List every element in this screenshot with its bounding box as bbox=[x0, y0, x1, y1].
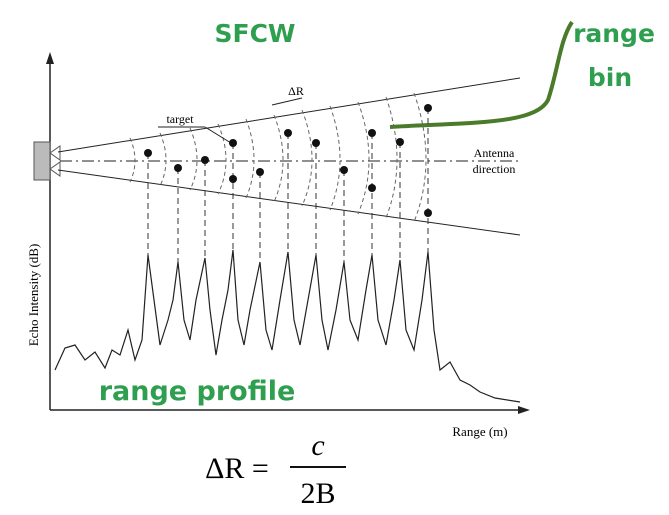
range-bin-label: range bbox=[573, 19, 655, 48]
beam-edge bbox=[57, 169, 521, 236]
x-axis-label: Range (m) bbox=[452, 424, 507, 439]
x-arrow bbox=[518, 406, 530, 414]
antenna-label: Antenna bbox=[474, 146, 515, 160]
title: SFCW bbox=[214, 19, 295, 48]
formula-left: ΔR = bbox=[205, 452, 269, 485]
formula-numerator: c bbox=[311, 429, 324, 462]
range-arcs bbox=[129, 92, 427, 223]
y-axis-label: Echo Intensity (dB) bbox=[26, 244, 41, 347]
delta-r-marker bbox=[271, 97, 303, 106]
target-label: target bbox=[166, 112, 194, 126]
antenna-horn bbox=[49, 145, 61, 161]
delta-r-label: ΔR bbox=[288, 84, 304, 98]
range-bin-pointer bbox=[389, 20, 574, 129]
targets bbox=[144, 104, 432, 262]
range-profile-label: range profile bbox=[99, 376, 296, 407]
antenna bbox=[33, 141, 51, 181]
beam-edge bbox=[57, 77, 521, 153]
antenna-horn bbox=[49, 161, 61, 177]
formula-denominator: 2B bbox=[300, 477, 335, 510]
y-arrow bbox=[46, 52, 54, 64]
range-profile bbox=[54, 249, 521, 403]
range-bin-label: bin bbox=[588, 63, 632, 92]
target-leader bbox=[204, 126, 232, 144]
antenna-label: direction bbox=[473, 162, 516, 176]
